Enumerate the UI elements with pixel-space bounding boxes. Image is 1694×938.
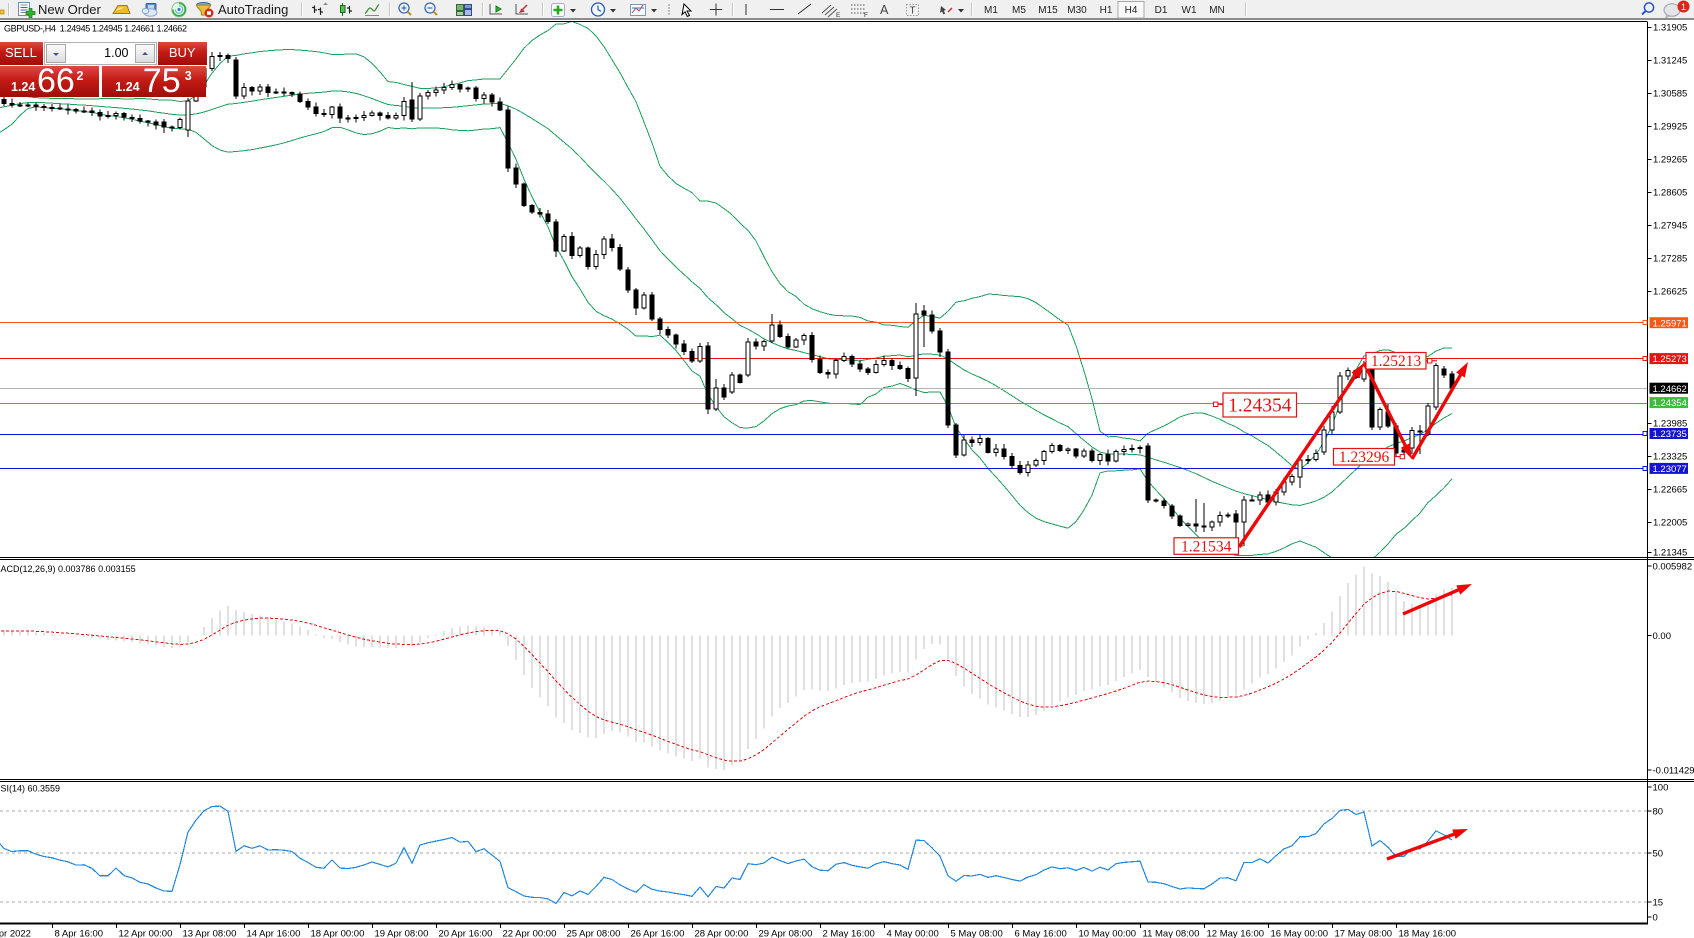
svg-text:0: 0 bbox=[1653, 913, 1658, 924]
svg-text:1.31905: 1.31905 bbox=[1653, 23, 1687, 34]
svg-text:12 May 16:00: 12 May 16:00 bbox=[1207, 929, 1265, 938]
svg-text:22 Apr 00:00: 22 Apr 00:00 bbox=[503, 929, 557, 938]
svg-text:10 May 00:00: 10 May 00:00 bbox=[1079, 929, 1137, 938]
svg-text:14 Apr 16:00: 14 Apr 16:00 bbox=[247, 929, 301, 938]
svg-text:1.24354: 1.24354 bbox=[1653, 398, 1687, 409]
svg-text:1: 1 bbox=[1681, 2, 1686, 13]
svg-text:1.21534: 1.21534 bbox=[1181, 538, 1232, 555]
svg-text:25 Apr 08:00: 25 Apr 08:00 bbox=[567, 929, 621, 938]
svg-text:16 May 00:00: 16 May 00:00 bbox=[1271, 929, 1329, 938]
svg-text:AutoTrading: AutoTrading bbox=[218, 2, 288, 17]
svg-text:28 Apr 00:00: 28 Apr 00:00 bbox=[695, 929, 749, 938]
svg-text:SI(14) 60.3559: SI(14) 60.3559 bbox=[1, 784, 61, 794]
svg-text:T: T bbox=[910, 6, 916, 17]
svg-text:50: 50 bbox=[1653, 849, 1664, 860]
svg-text:5 May 08:00: 5 May 08:00 bbox=[951, 929, 1003, 938]
svg-text:GBPUSD-,H4 1.24945 1.24945 1.: GBPUSD-,H4 1.24945 1.24945 1.24661 1.246… bbox=[4, 24, 187, 34]
svg-text:4 May 00:00: 4 May 00:00 bbox=[887, 929, 939, 938]
svg-text:1.23077: 1.23077 bbox=[1653, 464, 1687, 475]
svg-text:1.23325: 1.23325 bbox=[1653, 452, 1687, 463]
svg-text:2 May 16:00: 2 May 16:00 bbox=[823, 929, 875, 938]
svg-text:1.22005: 1.22005 bbox=[1653, 518, 1687, 529]
svg-text:1.23985: 1.23985 bbox=[1653, 419, 1687, 430]
svg-text:20 Apr 16:00: 20 Apr 16:00 bbox=[439, 929, 493, 938]
svg-text:1.23296: 1.23296 bbox=[1339, 449, 1390, 466]
svg-text:E: E bbox=[836, 12, 841, 19]
svg-text:1.25273: 1.25273 bbox=[1653, 354, 1687, 365]
svg-text:New Order: New Order bbox=[38, 2, 102, 17]
svg-text:1.25213: 1.25213 bbox=[1371, 353, 1422, 370]
svg-text:H4: H4 bbox=[1125, 5, 1138, 16]
svg-text:11 May 08:00: 11 May 08:00 bbox=[1143, 929, 1200, 938]
svg-text:15: 15 bbox=[1653, 898, 1664, 909]
svg-text:1.26625: 1.26625 bbox=[1653, 287, 1687, 298]
svg-text:1.29265: 1.29265 bbox=[1653, 155, 1687, 166]
svg-text:1.30585: 1.30585 bbox=[1653, 89, 1687, 100]
svg-text:8 Apr 16:00: 8 Apr 16:00 bbox=[55, 929, 104, 938]
svg-text:1.28605: 1.28605 bbox=[1653, 188, 1687, 199]
svg-text:H1: H1 bbox=[1100, 5, 1113, 16]
svg-text:A: A bbox=[880, 3, 889, 17]
svg-text:17 May 08:00: 17 May 08:00 bbox=[1335, 929, 1393, 938]
svg-text:MN: MN bbox=[1209, 5, 1225, 16]
svg-text:12 Apr 00:00: 12 Apr 00:00 bbox=[119, 929, 173, 938]
svg-text:18 Apr 00:00: 18 Apr 00:00 bbox=[311, 929, 365, 938]
svg-text:8 Apr 2022: 8 Apr 2022 bbox=[0, 929, 31, 938]
svg-text:6 May 16:00: 6 May 16:00 bbox=[1015, 929, 1067, 938]
svg-text:M30: M30 bbox=[1067, 5, 1087, 16]
svg-text:29 Apr 08:00: 29 Apr 08:00 bbox=[759, 929, 813, 938]
svg-text:1.23735: 1.23735 bbox=[1653, 429, 1687, 440]
svg-text:M15: M15 bbox=[1038, 5, 1058, 16]
svg-text:1.27945: 1.27945 bbox=[1653, 221, 1687, 232]
svg-text:13 Apr 08:00: 13 Apr 08:00 bbox=[183, 929, 237, 938]
svg-text:1.31245: 1.31245 bbox=[1653, 56, 1687, 67]
svg-text:1.22665: 1.22665 bbox=[1653, 485, 1687, 496]
svg-text:19 Apr 08:00: 19 Apr 08:00 bbox=[375, 929, 429, 938]
svg-text:1.25971: 1.25971 bbox=[1653, 318, 1687, 329]
svg-text:W1: W1 bbox=[1182, 5, 1197, 16]
svg-text:M1: M1 bbox=[984, 5, 998, 16]
svg-text:1.21345: 1.21345 bbox=[1653, 548, 1687, 559]
svg-text:0.005982: 0.005982 bbox=[1653, 562, 1693, 573]
svg-text:ACD(12,26,9) 0.003786 0.003155: ACD(12,26,9) 0.003786 0.003155 bbox=[1, 564, 136, 574]
svg-text:M5: M5 bbox=[1012, 5, 1026, 16]
svg-text:F: F bbox=[864, 12, 868, 19]
svg-text:18 May 16:00: 18 May 16:00 bbox=[1399, 929, 1457, 938]
svg-text:100: 100 bbox=[1653, 783, 1669, 794]
svg-text:80: 80 bbox=[1653, 807, 1664, 818]
svg-text:-0.011429: -0.011429 bbox=[1653, 766, 1694, 777]
svg-text:D1: D1 bbox=[1155, 5, 1168, 16]
svg-text:0.00: 0.00 bbox=[1653, 631, 1672, 642]
svg-text:1.29925: 1.29925 bbox=[1653, 122, 1687, 133]
svg-text:1.27285: 1.27285 bbox=[1653, 254, 1687, 265]
svg-text:1.24662: 1.24662 bbox=[1653, 384, 1687, 395]
svg-text:26 Apr 16:00: 26 Apr 16:00 bbox=[631, 929, 685, 938]
svg-text:1.24354: 1.24354 bbox=[1228, 396, 1292, 417]
